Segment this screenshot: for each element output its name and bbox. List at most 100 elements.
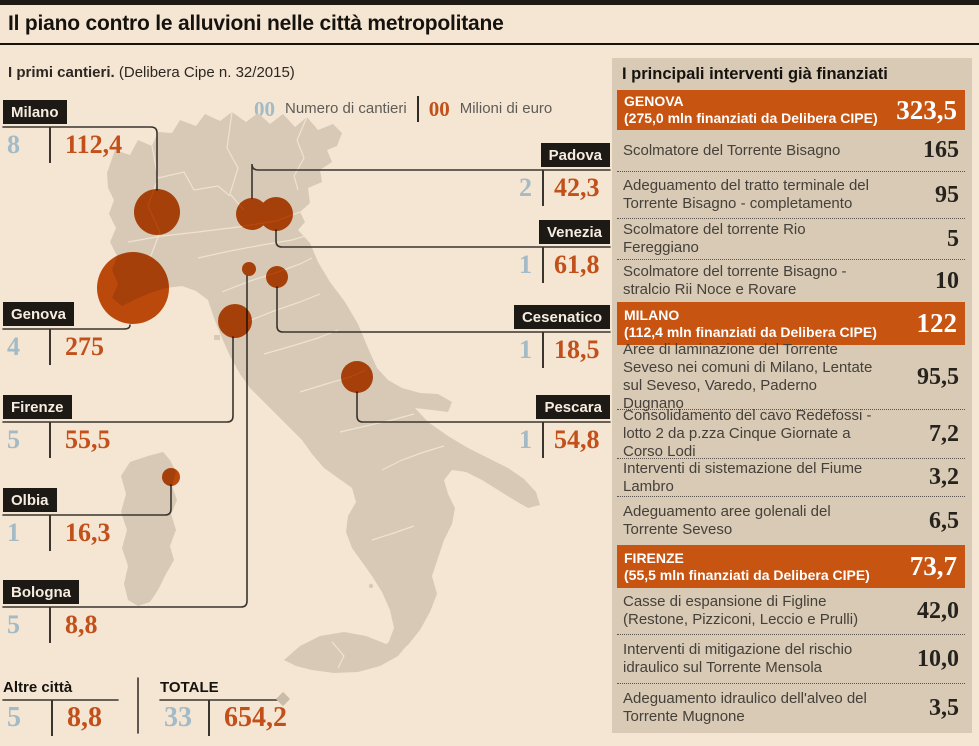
divider-tick xyxy=(49,422,51,458)
mln-value: 8,8 xyxy=(65,610,98,639)
island-eolie-3 xyxy=(393,591,397,595)
connector-bologna xyxy=(2,275,248,608)
subtitle: I primi cantieri. (Delibera Cipe n. 32/2… xyxy=(8,63,295,82)
connector-olbia xyxy=(2,484,172,516)
cantieri-count: 2 xyxy=(519,173,532,202)
mln-value: 112,4 xyxy=(65,130,123,159)
sicily-border xyxy=(331,641,345,669)
city-name-badge: Venezia xyxy=(538,220,610,244)
intervention-value: 95 xyxy=(935,181,959,208)
intervention-label: Adeguamento idraulico dell'alveo del Tor… xyxy=(623,690,867,725)
intervention-label: Scolmatore del Torrente Bisagno xyxy=(623,141,841,159)
intervention-label: Adeguamento aree golenali del Torrente S… xyxy=(623,503,831,538)
city-values: 1 61,8 xyxy=(450,247,610,285)
divider-tick xyxy=(49,515,51,551)
intervention-row: Adeguamento idraulico dell'alveo del Tor… xyxy=(617,683,965,732)
intervention-value: 5 xyxy=(947,225,959,252)
intervention-row: Aree di laminazione del Torrente Seveso … xyxy=(617,341,965,412)
bubble-firenze xyxy=(218,304,252,338)
intervention-row: Scolmatore del torrente Bisagno - stralc… xyxy=(617,259,965,302)
cantieri-count: 8 xyxy=(7,130,20,159)
cantieri-count: 1 xyxy=(7,518,20,547)
section-subtitle: (275,0 mln finanziati da Delibera CIPE) xyxy=(624,110,878,126)
intervention-value: 10 xyxy=(935,267,959,294)
city-values: 1 18,5 xyxy=(450,332,610,370)
sicily xyxy=(284,632,408,673)
city-name-badge: Padova xyxy=(540,143,610,167)
cantieri-count: 1 xyxy=(519,250,532,279)
intervention-label: Adeguamento del tratto terminale del Tor… xyxy=(623,177,869,212)
connector-venezia xyxy=(275,229,611,248)
connector-cesenatico xyxy=(276,286,611,333)
bubble-bologna xyxy=(242,262,256,276)
section-header-firenze: FIRENZE (55,5 mln finanziati da Delibera… xyxy=(617,545,965,588)
bubble-genova xyxy=(97,252,169,324)
section-total: 122 xyxy=(916,308,958,338)
cantieri-count: 1 xyxy=(519,425,532,454)
mln-value: 18,5 xyxy=(554,335,600,364)
section-header-genova: GENOVA (275,0 mln finanziati da Delibera… xyxy=(617,90,965,130)
divider-tick xyxy=(49,607,51,643)
connector-padova xyxy=(251,163,611,199)
city-label-bologna: Bologna 5 8,8 xyxy=(3,580,153,645)
landmass xyxy=(107,112,540,673)
end-diamond xyxy=(275,691,291,707)
legend-divider xyxy=(416,96,419,122)
intervention-row: Interventi di mitigazione del rischio id… xyxy=(617,634,965,683)
divider-tick xyxy=(542,332,544,368)
intervention-row: Scolmatore del Torrente Bisagno 165 xyxy=(617,130,965,171)
mln-value: 42,3 xyxy=(554,173,600,202)
interventions-panel: I principali interventi già finanziati G… xyxy=(612,58,972,733)
city-values: 8 112,4 xyxy=(3,127,153,165)
bubble-cesenatico xyxy=(266,266,288,288)
mln-value: 55,5 xyxy=(65,425,111,454)
city-name-badge: Olbia xyxy=(3,488,57,512)
totale-block: TOTALE 33 654,2 xyxy=(160,676,290,738)
italy-mainland xyxy=(107,112,540,652)
connector-milano xyxy=(2,126,158,191)
intervention-label: Casse di espansione di Figline (Restone,… xyxy=(623,593,859,628)
city-values: 4 275 xyxy=(3,329,153,367)
city-name-badge: Bologna xyxy=(3,580,79,604)
section-subtitle: (55,5 mln finanziati da Delibera CIPE) xyxy=(624,566,870,583)
city-label-milano: Milano 8 112,4 xyxy=(3,100,153,165)
intervention-label: Consolidamento del cavo Redefossi - lott… xyxy=(623,407,872,460)
legend-euro-label: Milioni di euro xyxy=(459,100,553,117)
divider-tick xyxy=(51,700,53,736)
city-name-badge: Milano xyxy=(3,100,67,124)
divider-tick xyxy=(542,247,544,283)
section-city: FIRENZE xyxy=(624,549,684,566)
other-cities-label: Altre città xyxy=(3,679,73,696)
divider-tick xyxy=(49,127,51,163)
intervention-label: Scolmatore del torrente Rio Fereggiano xyxy=(623,221,806,256)
city-name-badge: Genova xyxy=(3,302,75,326)
connector-pescara xyxy=(356,391,611,423)
city-values: 2 42,3 xyxy=(450,170,610,208)
section-header-text: GENOVA (275,0 mln finanziati da Delibera… xyxy=(624,93,878,127)
section-city: GENOVA xyxy=(624,93,684,109)
cantieri-count: 4 xyxy=(7,332,20,361)
city-label-pescara: Pescara 1 54,8 xyxy=(450,395,610,460)
subtitle-bold: I primi cantieri. xyxy=(8,64,115,81)
city-values: 5 8,8 xyxy=(3,607,153,645)
cantieri-count: 5 xyxy=(7,610,20,639)
connector-lines xyxy=(2,126,611,734)
panel-title: I principali interventi già finanziati xyxy=(622,64,888,83)
section-header-text: FIRENZE (55,5 mln finanziati da Delibera… xyxy=(624,550,870,584)
section-city: MILANO xyxy=(624,306,680,323)
city-name-badge: Firenze xyxy=(3,395,72,419)
city-name-badge: Cesenatico xyxy=(513,305,610,329)
legend: 00 Numero di cantieri 00 Milioni di euro xyxy=(254,96,552,122)
bubble-padova xyxy=(236,198,268,230)
intervention-value: 165 xyxy=(923,137,959,163)
section-total: 323,5 xyxy=(896,94,957,125)
city-label-cesenatico: Cesenatico 1 18,5 xyxy=(450,305,610,370)
intervention-value: 3,2 xyxy=(929,464,959,490)
island-eolie-1 xyxy=(368,583,374,589)
bubble-pescara xyxy=(341,361,373,393)
city-label-venezia: Venezia 1 61,8 xyxy=(450,220,610,285)
divider-tick xyxy=(542,422,544,458)
city-label-firenze: Firenze 5 55,5 xyxy=(3,395,153,460)
intervention-label: Interventi di mitigazione del rischio id… xyxy=(623,641,853,676)
